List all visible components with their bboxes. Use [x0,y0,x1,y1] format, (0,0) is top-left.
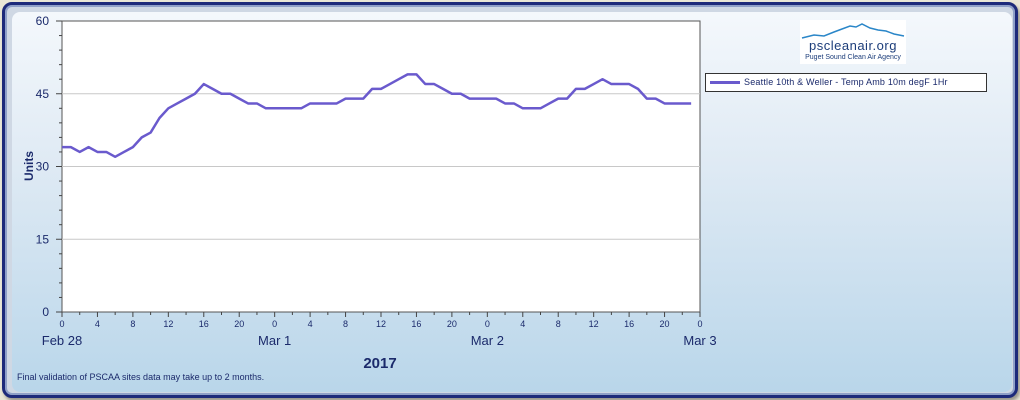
logo-text: pscleanair.org [809,38,897,53]
x-tick-label: 0 [485,319,490,329]
y-tick-label: 15 [36,232,50,246]
validation-disclaimer: Final validation of PSCAA sites data may… [17,372,265,382]
x-tick-label: 16 [411,319,421,329]
x-tick-labels: 0 4 8 12 16 20 0 4 8 12 16 20 0 4 8 12 16 20 0 [59,319,702,329]
x-tick-label: 16 [624,319,634,329]
y-tick-label: 60 [36,14,50,28]
x-tick-label: 20 [660,319,670,329]
date-label: Feb 28 [42,333,82,348]
x-tick-label: 8 [556,319,561,329]
series-line [62,73,692,159]
x-tick-label: 0 [59,319,64,329]
x-tick-label: 8 [130,319,135,329]
legend-label: Seattle 10th & Weller - Temp Amb 10m deg… [744,77,948,87]
x-tick-label: 20 [234,319,244,329]
x-tick-label: 4 [520,319,525,329]
y-tick-label: 30 [36,160,50,174]
x-tick-label: 4 [95,319,100,329]
grid-lines [62,93,700,240]
y-tick-labels: 0 15 30 45 60 [36,14,50,319]
legend-swatch [710,81,740,84]
x-tick-label: 12 [376,319,386,329]
date-label: Mar 2 [471,333,504,348]
chart-legend: Seattle 10th & Weller - Temp Amb 10m deg… [705,73,987,92]
date-label: Mar 1 [258,333,291,348]
y-tick-label: 0 [42,305,49,319]
x-tick-label: 12 [589,319,599,329]
axes [56,20,701,317]
logo-subtitle: Puget Sound Clean Air Agency [805,54,901,61]
pscleanair-logo: pscleanair.org Puget Sound Clean Air Age… [800,20,906,64]
x-tick-label: 16 [199,319,209,329]
date-labels: Feb 28 Mar 1 Mar 2 Mar 3 [42,333,717,348]
x-tick-label: 8 [343,319,348,329]
y-axis-label: Units [22,151,36,181]
x-axis-label: 2017 [363,355,396,372]
x-tick-label: 12 [163,319,173,329]
y-tick-label: 45 [36,87,50,101]
x-tick-label: 4 [308,319,313,329]
x-tick-label: 20 [447,319,457,329]
date-label: Mar 3 [683,333,716,348]
x-tick-label: 0 [697,319,702,329]
x-tick-label: 0 [272,319,277,329]
mountain-logo-icon [801,23,905,39]
